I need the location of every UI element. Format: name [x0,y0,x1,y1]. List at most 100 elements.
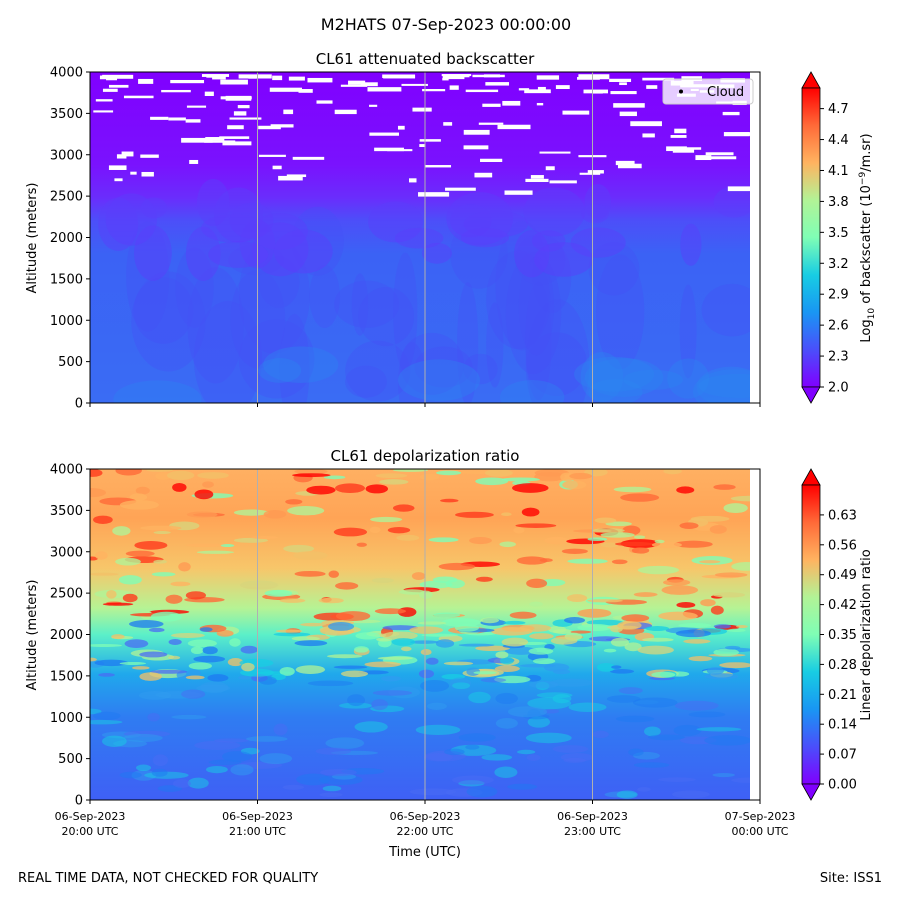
backscatter-texture-blob [273,229,333,274]
backscatter-texture-blob [584,183,612,220]
depolarization-texture-streak [328,622,355,631]
cloud-patch [704,156,737,160]
depolarization-texture-streak [139,672,162,681]
backscatter-texture-blob [532,243,572,314]
depolarization-texture-streak [637,645,674,655]
depolarization-texture-streak [93,515,113,524]
x-tick-label: 06-Sep-2023 [390,810,461,823]
depolarization-texture-streak [671,790,710,799]
x-tick-label: 00:00 UTC [731,825,788,838]
depolarization-texture-streak [171,714,207,720]
depolarization-texture-streak [375,473,408,479]
cloud-patch [367,87,402,92]
depolarization-texture-streak [445,579,465,589]
y-tick-label: 1000 [50,711,83,726]
depolarization-texture-streak [465,744,480,750]
depolarization-texture-streak [440,498,459,503]
backscatter-texture-blob [693,369,750,403]
x-tick-label: 23:00 UTC [564,825,621,838]
cloud-patch [170,79,205,84]
depolarization-texture-streak [300,622,327,627]
depolarization-texture-streak [168,639,182,646]
backscatter-ylabel: Altitude (meters) [25,183,40,294]
depolarization-texture-streak [499,541,516,548]
cloud-patch [292,156,325,160]
depolarization-texture-streak [516,556,548,565]
depolarization-texture-streak [561,548,588,554]
depolarization-texture-streak [273,723,288,736]
depolarization-texture-streak [699,560,721,564]
backscatter-texture-blob [526,332,587,397]
backscatter-texture-blob [345,340,411,402]
depolarization-texture-streak [525,732,572,744]
cloud-patch [258,125,281,130]
backscatter-texture-blob [238,236,310,354]
backscatter-field [90,72,750,403]
depolarization-texture-streak [148,627,165,633]
y-tick-label: 2500 [50,587,83,602]
backscatter-texture-blob [696,366,750,403]
backscatter-texture-blob [208,241,269,268]
depolarization-texture-streak [433,612,461,618]
depolarization-texture-streak [648,734,685,741]
depolarization-texture-streak [613,486,652,493]
depolarization-texture-streak [426,702,447,710]
depolarization-texture-streak [618,687,643,695]
depolarization-texture-streak [444,748,465,756]
cloud-patch [369,104,378,107]
depolarization-texture-streak [419,473,440,481]
depolarization-texture-streak [606,695,641,703]
backscatter-texture-blob [570,227,626,258]
depolarization-texture-streak [727,628,746,633]
cloud-patch [269,87,302,92]
depolarization-texture-streak [632,697,678,708]
depolarization-texture-streak [700,599,716,607]
y-tick-label: 3000 [50,148,83,163]
cloud-patch [412,107,432,112]
depolarization-texture-streak [603,648,617,653]
cloud-patch [524,89,551,94]
cloud-patch [615,160,635,166]
backscatter-texture-blob [187,267,244,384]
depolarization-texture-streak [501,637,529,647]
backscatter-texture-blob [449,204,492,238]
depolarization-texture-streak [673,540,713,548]
depolarization-texture-streak [501,512,512,517]
backscatter-texture-blob [584,358,664,397]
backscatter-texture-blob [229,202,274,239]
depolarization-texture-streak [214,738,249,743]
backscatter-legend: Cloud [662,78,754,105]
backscatter-texture-blob [309,264,341,329]
x-tick-label: 22:00 UTC [396,825,453,838]
depolarization-texture-streak [428,537,459,543]
depolarization-texture-streak [713,648,739,657]
depolarization-texture-streak [539,558,553,563]
backscatter-texture-blob [588,242,640,296]
cloud-patch [579,172,601,175]
depolarization-texture-streak [676,602,696,608]
backscatter-texture-blob [105,193,157,246]
x-tick-label: 06-Sep-2023 [55,810,126,823]
depolarization-texture-streak [335,611,371,622]
cloud-patch [316,100,333,104]
depolarization-texture-streak [420,649,432,656]
depolarization-texture-streak [494,665,520,672]
depolarization-texture-streak [543,709,560,714]
depolarization-texture-streak [122,593,138,603]
depolarization-texture-streak [513,527,525,534]
depolarization-texture-streak [94,659,129,667]
cloud-patch [705,152,734,156]
depolarization-texture-streak [592,528,625,533]
depolarization-texture-streak [417,621,447,625]
backscatter-texture-blob [450,218,508,289]
y-tick-label: 4000 [50,66,83,81]
y-tick-label: 500 [58,752,83,767]
depolarization-texture-streak [202,646,218,655]
cloud-patch [646,85,658,89]
backscatter-texture-blob [196,178,230,227]
backscatter-panel: CL61 attenuated backscatter 0 500 1000 1500… [25,50,877,412]
depolarization-texture-streak [146,469,174,472]
depolarization-texture-streak [294,570,326,577]
depolarization-colorbar-top-arrow [801,468,821,486]
depolarization-texture-streak [611,665,622,669]
